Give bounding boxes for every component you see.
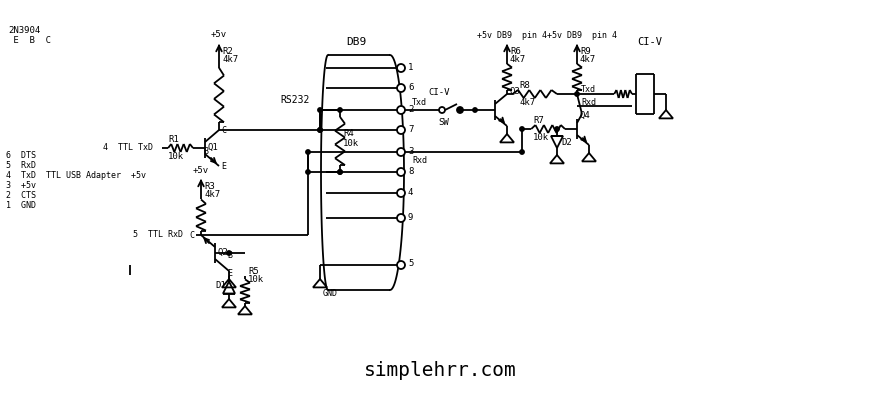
Text: +5v: +5v [211,30,227,38]
Circle shape [575,92,579,96]
Text: R3: R3 [204,181,215,190]
Text: 4k7: 4k7 [510,55,526,64]
Text: CI-V: CI-V [428,88,450,96]
Text: 4k7: 4k7 [222,55,238,64]
Circle shape [318,128,322,132]
Text: 10k: 10k [248,275,264,284]
Circle shape [338,170,342,174]
Text: R6: R6 [510,47,521,56]
Text: 5: 5 [408,260,414,269]
Text: Rxd: Rxd [412,156,427,164]
Text: 10k: 10k [168,152,184,160]
Text: 6: 6 [408,83,414,92]
Text: E: E [227,269,232,278]
Text: B: B [227,250,232,260]
Circle shape [397,214,405,222]
Text: 5  RxD: 5 RxD [6,160,36,169]
Text: 2  CTS: 2 CTS [6,190,36,199]
Circle shape [397,148,405,156]
Text: CI-V: CI-V [637,37,662,47]
Circle shape [397,84,405,92]
Text: D1: D1 [215,280,226,290]
Circle shape [306,170,311,174]
Text: R7: R7 [533,115,544,124]
Circle shape [473,108,477,112]
Text: 2N3904: 2N3904 [8,26,40,34]
Text: E: E [221,162,226,171]
Text: 10k: 10k [533,132,549,141]
Text: 4  TxD  TTL USB Adapter  +5v: 4 TxD TTL USB Adapter +5v [6,171,146,179]
Text: R5: R5 [248,267,259,275]
Text: C: C [221,126,226,135]
Text: 9: 9 [408,213,414,222]
Text: R1: R1 [168,135,179,143]
Circle shape [318,108,322,112]
Text: 3: 3 [408,147,414,156]
Text: Q4: Q4 [579,111,590,120]
Text: 1  GND: 1 GND [6,201,36,209]
Text: +5v DB9  pin 4: +5v DB9 pin 4 [477,30,547,40]
Text: 2: 2 [408,105,414,113]
Circle shape [397,189,405,197]
Circle shape [397,126,405,134]
Text: DB9: DB9 [346,37,366,47]
Circle shape [439,107,445,113]
Text: Txd: Txd [581,85,596,94]
Text: R4: R4 [343,128,354,137]
Text: Q3: Q3 [509,87,520,96]
Circle shape [227,251,231,255]
Text: GND: GND [323,288,338,297]
Text: 4: 4 [408,188,414,196]
Text: 4  TTL TxD: 4 TTL TxD [103,143,153,152]
Text: 4k7: 4k7 [204,190,220,199]
Text: C: C [189,231,194,239]
Text: Txd: Txd [412,98,427,107]
Text: B: B [203,147,208,156]
Text: 6  DTS: 6 DTS [6,150,36,160]
Circle shape [318,128,322,132]
Circle shape [520,127,524,131]
Circle shape [520,150,524,154]
Text: 8: 8 [408,167,414,175]
Text: 3  +5v: 3 +5v [6,181,36,190]
Text: R2: R2 [222,47,232,56]
Circle shape [306,150,311,154]
Text: 1: 1 [408,62,414,71]
Circle shape [554,127,559,131]
Circle shape [338,170,342,174]
Text: Rxd: Rxd [581,98,596,107]
Circle shape [458,108,462,112]
Circle shape [457,107,463,113]
Text: 4k7: 4k7 [580,55,596,64]
Text: 4k7: 4k7 [519,98,535,107]
Circle shape [397,106,405,114]
Text: Q2: Q2 [217,248,228,256]
Text: +5v: +5v [193,166,209,175]
Text: 10k: 10k [343,139,359,147]
Text: D2: D2 [561,137,572,147]
Text: E  B  C: E B C [8,36,51,45]
Circle shape [397,64,405,72]
Text: +5v DB9  pin 4: +5v DB9 pin 4 [547,30,617,40]
Circle shape [338,108,342,112]
Text: 7: 7 [408,124,414,134]
Text: R9: R9 [580,47,590,56]
Text: simplehrr.com: simplehrr.com [363,361,517,380]
Text: 5  TTL RxD: 5 TTL RxD [133,229,183,239]
Text: RS232: RS232 [280,95,310,105]
Circle shape [397,261,405,269]
Text: Q1: Q1 [207,143,217,152]
Text: R8: R8 [519,81,530,90]
Circle shape [397,168,405,176]
Text: SW: SW [438,117,449,126]
